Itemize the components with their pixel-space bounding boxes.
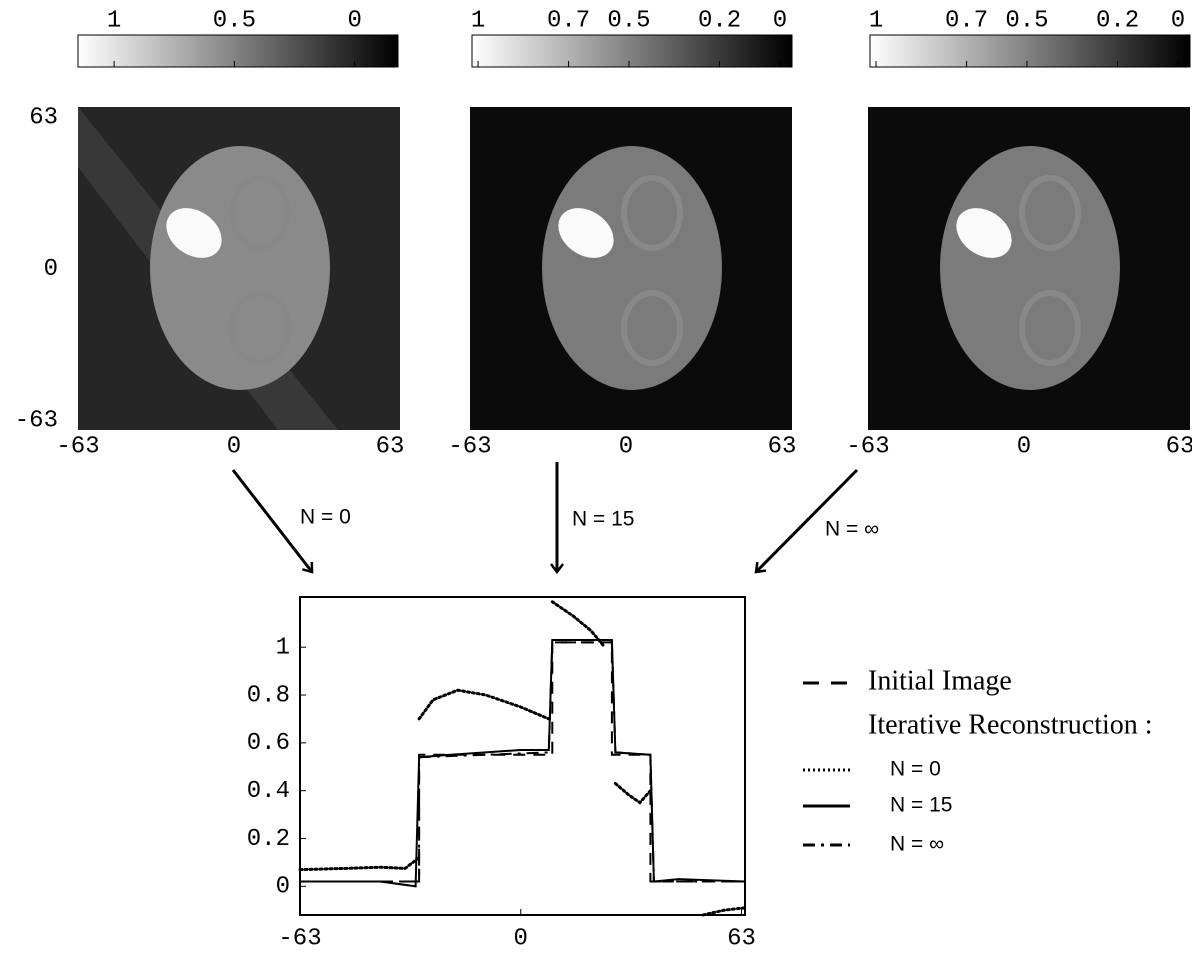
figure: N = 0 N = 15 N = ∞ 1 0.5 0 -63 0 63 63 0 -63 1 0.7…: [0, 0, 1192, 954]
series-line: [300, 602, 745, 915]
colorbar-tick-label: 0.5: [607, 7, 650, 34]
x-tick-label: 63: [727, 925, 756, 952]
x-tick-label: -63: [56, 433, 99, 460]
colorbar-tick-label: 0: [1171, 7, 1185, 34]
colorbar-tick-label: 0.5: [213, 7, 256, 34]
x-tick-label: -63: [846, 433, 889, 460]
y-tick-label: -63: [15, 407, 58, 434]
legend-label: N = 15: [890, 794, 952, 817]
arrow-label: N = ∞: [825, 518, 879, 541]
legend-label: N = 0: [890, 758, 941, 781]
series-line: [300, 642, 745, 881]
arrow-label: N = 15: [572, 508, 634, 531]
colorbar: [472, 35, 792, 67]
x-tick-label: 63: [768, 433, 797, 460]
y-tick-label: 0: [276, 874, 290, 901]
legend-title: Iterative Reconstruction :: [868, 709, 1153, 740]
colorbar-tick-label: 1: [107, 7, 121, 34]
y-tick-label: 0.8: [247, 682, 290, 709]
colorbar: [870, 35, 1190, 67]
colorbar-tick-label: 0: [347, 7, 361, 34]
colorbar: [78, 35, 398, 67]
y-tick-label: 0: [44, 256, 58, 283]
x-tick-label: 0: [514, 925, 528, 952]
legend-label: N = ∞: [890, 833, 944, 856]
series-line: [300, 642, 745, 881]
colorbar-tick-label: 1: [869, 7, 883, 34]
legend-label: Initial Image: [868, 665, 1012, 696]
x-tick-label: 0: [1017, 433, 1031, 460]
x-tick-label: 0: [619, 433, 633, 460]
colorbar-tick-label: 0.2: [1096, 7, 1139, 34]
arrow-label: N = 0: [300, 506, 351, 529]
colorbar-tick-label: 0.2: [698, 7, 741, 34]
x-tick-label: -63: [448, 433, 491, 460]
series-line: [300, 640, 745, 886]
x-tick-label: 63: [376, 433, 405, 460]
y-tick-label: 0.6: [247, 730, 290, 757]
y-tick-label: 1: [276, 635, 290, 662]
y-tick-label: 0.4: [247, 778, 290, 805]
colorbar-tick-label: 0: [773, 7, 787, 34]
colorbar-tick-label: 0.7: [945, 7, 988, 34]
x-tick-label: -63: [278, 925, 321, 952]
colorbar-tick-label: 0.7: [547, 7, 590, 34]
colorbar-tick-label: 0.5: [1005, 7, 1048, 34]
colorbar-tick-label: 1: [471, 7, 485, 34]
y-tick-label: 0.2: [247, 826, 290, 853]
x-tick-label: 63: [1166, 433, 1192, 460]
y-tick-label: 63: [29, 104, 58, 131]
x-tick-label: 0: [227, 433, 241, 460]
